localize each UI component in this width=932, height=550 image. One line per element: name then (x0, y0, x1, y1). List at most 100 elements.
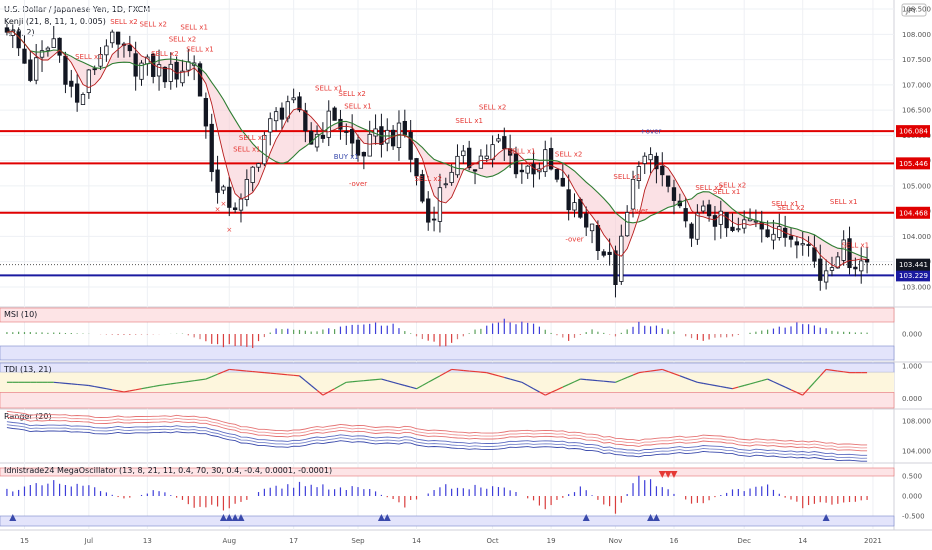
tdi-line-segment (819, 369, 827, 377)
buy-triangle-marker (237, 514, 245, 521)
x-tick-label: Sep (351, 537, 365, 545)
tdi-line-segment (246, 370, 253, 373)
tdi-line-segment (667, 371, 675, 375)
tdi-line-segment (369, 379, 376, 381)
candle-body (788, 235, 794, 240)
tdi-line-segment (521, 381, 528, 387)
tdi-line-segment (580, 378, 587, 381)
candle-body (361, 151, 367, 157)
candle-body (69, 80, 74, 87)
tdi-line-segment (697, 381, 704, 384)
tdi-line-segment (673, 373, 681, 377)
tdi-line-segment (258, 371, 265, 374)
candle-body (636, 166, 642, 181)
tdi-line-segment (509, 378, 517, 382)
y-tick-label: 107.000 (902, 81, 931, 89)
candle-body (139, 62, 144, 80)
tdi-line-segment (375, 378, 382, 381)
tdi-line-segment (656, 368, 663, 371)
currency-badge[interactable] (901, 3, 927, 17)
tdi-line-segment (176, 381, 183, 384)
candle-body (718, 210, 723, 225)
tdi-line-segment (626, 374, 634, 379)
tdi-line-segment (609, 381, 616, 383)
sell-signal-label: SELL x1 (771, 200, 799, 208)
sell-signal-label: SELL x2 (151, 50, 179, 58)
candle-body (268, 118, 273, 133)
candle-body (455, 155, 460, 176)
tdi-title: TDI (13, 21) (3, 365, 52, 374)
candle-body (794, 241, 800, 246)
tdi-line-segment (545, 391, 552, 396)
tdi-line-segment (82, 384, 89, 387)
tdi-line-segment (790, 389, 798, 394)
sell-triangle-marker (658, 471, 666, 478)
candle-body (853, 266, 858, 270)
sell-triangle-marker (664, 471, 672, 478)
indicator-y-tick: 0.000 (902, 331, 922, 339)
candle-body (835, 256, 840, 269)
tdi-line-segment (170, 382, 177, 385)
tdi-line-segment (427, 378, 435, 383)
candle-body (630, 178, 636, 210)
tdi-line-segment (334, 384, 341, 390)
candle-body (162, 66, 168, 83)
tdi-line-segment (117, 390, 125, 393)
indicator-y-tick: 0.000 (902, 395, 922, 403)
tdi-line-segment (808, 381, 815, 390)
candle-body (332, 107, 337, 121)
mega-title: Idnistrade24 MegaOscillator (13, 8, 21, … (4, 466, 332, 475)
candle-body (584, 213, 589, 228)
x-tick-label: 16 (670, 537, 679, 545)
tdi-line-segment (749, 381, 757, 385)
tdi-line-segment (533, 388, 540, 393)
msi-upper-band (0, 307, 895, 323)
candle-body (320, 134, 326, 139)
candle-body (671, 187, 677, 201)
tdi-line-segment (346, 381, 353, 383)
y-tick-label: 105.000 (902, 182, 931, 190)
y-tick-label: 107.500 (902, 56, 931, 64)
tdi-line-segment (685, 377, 692, 381)
level-tag-label: 106.084 (899, 128, 928, 136)
candle-body (309, 130, 314, 145)
candle-body (525, 165, 530, 174)
candle-body (847, 238, 852, 269)
buy-signal-label: BUY x1 (334, 153, 359, 161)
tdi-line-segment (387, 380, 394, 383)
tdi-line-segment (562, 383, 569, 388)
candle-body (227, 186, 232, 208)
level-tag (896, 125, 930, 138)
tdi-line-segment (106, 388, 113, 391)
candle-body (665, 175, 671, 187)
tdi-line-segment (767, 378, 774, 383)
sell-signal-label: SELL x1 (508, 147, 536, 155)
tdi-line-segment (264, 372, 271, 374)
candle-body (765, 229, 770, 238)
tdi-line-segment (158, 384, 165, 387)
candle-body (156, 64, 162, 77)
sell-signal-label: SELL x1 (344, 103, 372, 111)
indicator-y-tick: 1.000 (902, 363, 922, 371)
tdi-line-segment (94, 385, 101, 389)
over-label: +over (640, 127, 662, 135)
candle-body (566, 189, 571, 211)
tdi-line-segment (88, 384, 95, 388)
tdi-line-segment (539, 391, 546, 396)
tdi-line-segment (65, 382, 72, 385)
tdi-line-segment (779, 383, 786, 388)
tdi-line-segment (357, 380, 364, 382)
buy-triangle-marker (231, 514, 239, 521)
y-tick-label: 108.000 (902, 31, 931, 39)
candle-body (478, 155, 484, 169)
ranger-band-line (6, 427, 868, 462)
x-tick-label: Jul (84, 537, 94, 545)
tdi-line-segment (592, 379, 598, 382)
buy-triangle-marker (383, 514, 391, 521)
ranger-band-line (6, 424, 868, 459)
candle-body (314, 133, 320, 148)
tdi-line-segment (703, 382, 710, 386)
candle-body (642, 155, 647, 164)
